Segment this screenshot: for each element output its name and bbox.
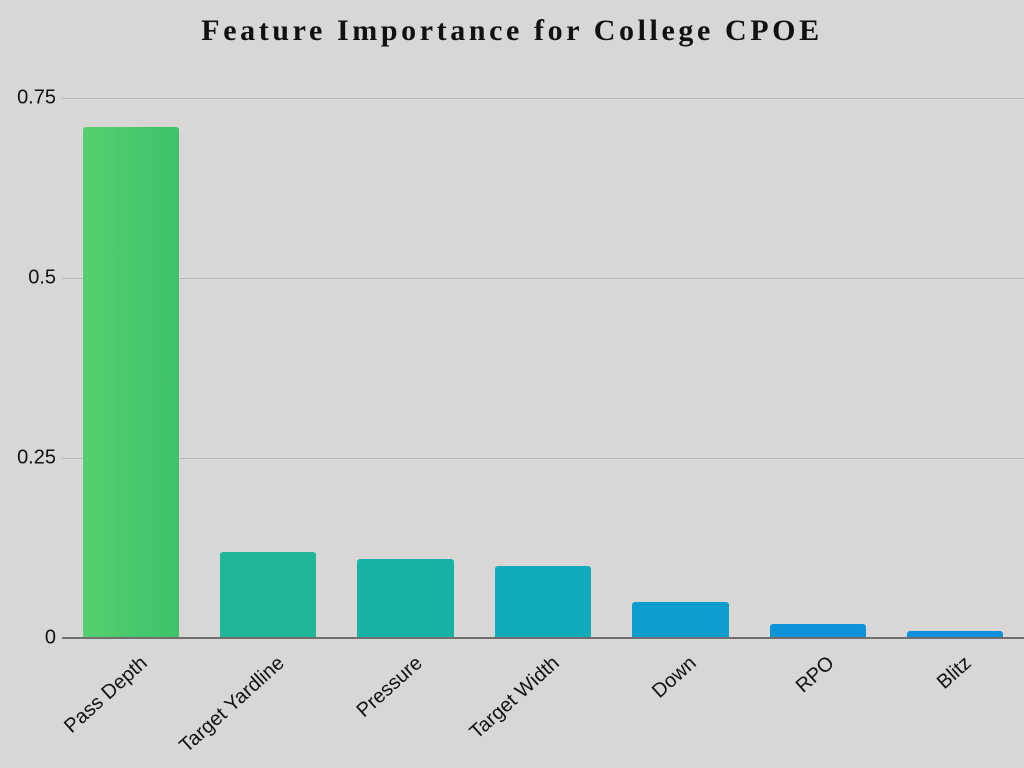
chart-canvas: Feature Importance for College CPOE 00.2… xyxy=(0,0,1024,768)
y-tick-label: 0.25 xyxy=(17,447,56,470)
bar xyxy=(220,552,316,638)
chart-title: Feature Importance for College CPOE xyxy=(0,14,1024,48)
plot-area: 00.250.50.75 xyxy=(62,62,1024,638)
x-axis-baseline xyxy=(62,637,1024,639)
bar xyxy=(357,559,453,638)
x-axis-label: Pass Depth xyxy=(0,652,152,768)
bar xyxy=(770,624,866,638)
bars-container xyxy=(62,62,1024,638)
bar xyxy=(495,566,591,638)
bar xyxy=(83,127,179,638)
y-tick-label: 0.75 xyxy=(17,87,56,110)
bar xyxy=(632,602,728,638)
y-tick-label: 0.5 xyxy=(28,267,56,290)
y-tick-label: 0 xyxy=(45,627,56,650)
